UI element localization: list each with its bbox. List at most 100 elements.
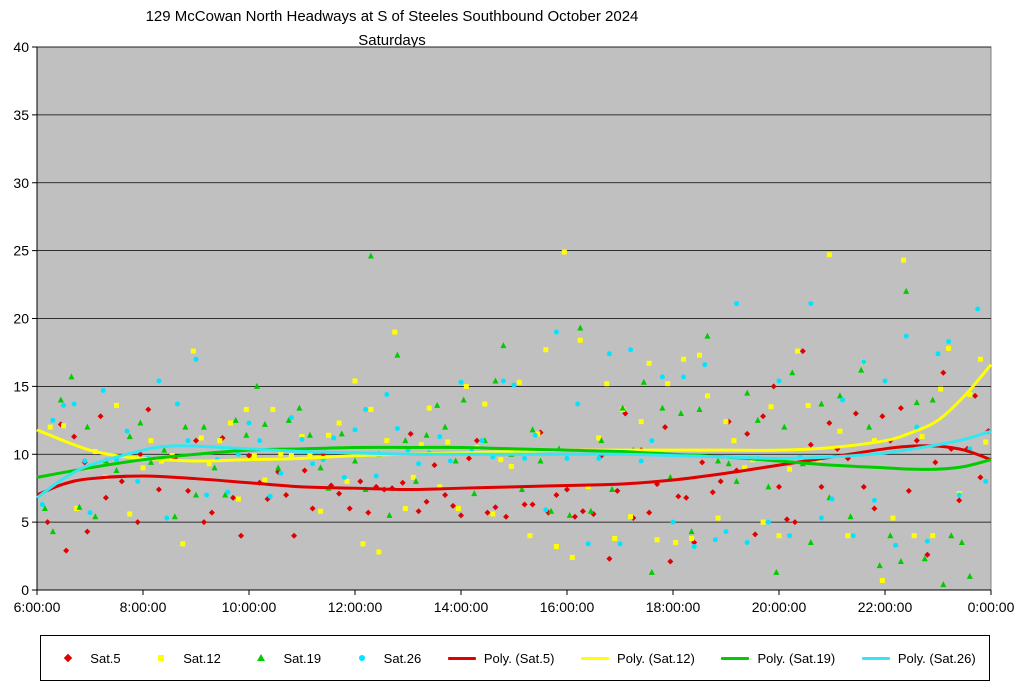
data-point-sat26 bbox=[712, 537, 718, 543]
data-point-sat12 bbox=[871, 438, 877, 444]
data-point-sat5 bbox=[458, 512, 464, 519]
data-point-sat26 bbox=[818, 515, 824, 521]
data-point-sat26 bbox=[384, 392, 390, 398]
data-point-sat12 bbox=[919, 434, 925, 440]
data-point-sat12 bbox=[180, 541, 186, 547]
data-point-sat5 bbox=[336, 490, 343, 497]
data-point-sat12 bbox=[418, 442, 424, 448]
data-point-sat19 bbox=[460, 396, 467, 403]
data-point-sat26 bbox=[670, 519, 676, 525]
data-point-sat12 bbox=[482, 401, 488, 407]
data-point-sat19 bbox=[587, 507, 594, 514]
data-point-sat5 bbox=[972, 392, 979, 399]
data-point-sat12 bbox=[508, 463, 514, 469]
data-point-sat19 bbox=[471, 490, 478, 497]
data-point-sat19 bbox=[275, 464, 282, 471]
data-point-sat19 bbox=[76, 503, 83, 510]
data-point-sat19 bbox=[434, 401, 441, 408]
data-point-sat5 bbox=[193, 437, 199, 444]
data-point-sat12 bbox=[569, 554, 575, 560]
data-point-sat26 bbox=[649, 438, 655, 444]
data-point-sat26 bbox=[882, 378, 888, 384]
y-tick-label: 15 bbox=[13, 378, 29, 394]
data-point-sat12 bbox=[344, 478, 350, 484]
legend-item-poly-sat19: Poly. (Sat.19) bbox=[721, 651, 835, 666]
data-point-sat26 bbox=[71, 401, 77, 407]
data-point-sat12 bbox=[251, 453, 257, 459]
legend-label-sat12: Sat.12 bbox=[183, 650, 221, 666]
data-point-sat5 bbox=[431, 462, 438, 469]
data-point-sat5 bbox=[346, 505, 353, 512]
data-point-sat19 bbox=[640, 378, 647, 385]
data-point-sat26 bbox=[100, 387, 106, 393]
data-point-sat19 bbox=[887, 532, 894, 539]
x-tick-label: 12:00:00 bbox=[328, 599, 383, 615]
data-point-sat19 bbox=[394, 351, 401, 358]
data-point-sat12 bbox=[198, 435, 204, 441]
data-point-sat12 bbox=[140, 465, 146, 471]
data-point-sat12 bbox=[742, 465, 748, 471]
data-point-sat19 bbox=[386, 511, 393, 518]
data-point-sat5 bbox=[208, 509, 215, 516]
data-point-sat19 bbox=[598, 437, 605, 444]
data-point-sat19 bbox=[948, 532, 955, 539]
data-point-sat5 bbox=[744, 430, 751, 437]
data-point-sat19 bbox=[147, 458, 154, 465]
data-point-sat26 bbox=[373, 473, 379, 479]
data-point-sat12 bbox=[946, 345, 952, 351]
data-point-sat5 bbox=[246, 452, 252, 459]
data-point-sat26 bbox=[82, 458, 88, 464]
x-tick-label: 16:00:00 bbox=[540, 599, 595, 615]
data-point-sat19 bbox=[754, 416, 761, 423]
data-point-sat5 bbox=[44, 519, 51, 526]
data-point-sat5 bbox=[71, 433, 78, 440]
legend-item-poly-sat12: Poly. (Sat.12) bbox=[581, 651, 695, 666]
data-point-sat12 bbox=[437, 484, 443, 490]
y-tick-label: 5 bbox=[21, 514, 29, 530]
data-point-sat26 bbox=[310, 461, 316, 467]
data-point-sat26 bbox=[363, 406, 369, 412]
data-point-sat26 bbox=[765, 519, 771, 525]
data-point-sat12 bbox=[392, 329, 398, 335]
data-point-sat26 bbox=[659, 374, 665, 380]
data-point-sat19 bbox=[966, 572, 973, 579]
data-point-sat5 bbox=[752, 531, 759, 538]
data-point-sat12 bbox=[805, 402, 811, 408]
data-point-sat26 bbox=[204, 492, 210, 498]
data-point-sat12 bbox=[490, 511, 496, 517]
data-point-sat12 bbox=[845, 533, 851, 539]
data-point-sat12 bbox=[307, 451, 313, 457]
data-point-sat19 bbox=[232, 416, 239, 423]
data-point-sat19 bbox=[548, 507, 555, 514]
data-point-sat19 bbox=[423, 431, 430, 438]
data-point-sat5 bbox=[529, 501, 536, 508]
data-point-sat19 bbox=[704, 332, 711, 339]
data-point-sat19 bbox=[609, 486, 616, 493]
data-point-sat5 bbox=[571, 513, 578, 520]
data-point-sat12 bbox=[326, 432, 331, 438]
data-point-sat5 bbox=[932, 459, 939, 466]
data-point-sat19 bbox=[715, 457, 722, 464]
data-point-sat19 bbox=[402, 437, 409, 444]
data-point-sat26 bbox=[394, 425, 400, 431]
data-point-sat12 bbox=[901, 257, 907, 263]
data-point-sat19 bbox=[500, 342, 507, 349]
data-point-sat5 bbox=[185, 487, 192, 494]
data-point-sat26 bbox=[924, 538, 930, 544]
data-point-sat26 bbox=[352, 427, 358, 433]
data-point-sat19 bbox=[903, 287, 910, 294]
chart-plot: 0 5 10 15 20 25 30 35 40 6:00:00 8:00:00 10:00:00 12… bbox=[13, 39, 1014, 615]
data-point-sat5 bbox=[442, 491, 449, 498]
legend-label-sat5: Sat.5 bbox=[90, 650, 121, 666]
data-point-sat26 bbox=[511, 382, 517, 388]
data-point-sat12 bbox=[368, 406, 374, 412]
data-point-sat5 bbox=[63, 547, 70, 554]
data-point-sat5 bbox=[118, 478, 125, 485]
legend-marker-sat26 bbox=[348, 653, 376, 663]
data-point-sat12 bbox=[930, 533, 936, 539]
data-point-sat5 bbox=[646, 509, 653, 516]
x-tick-label: 22:00:00 bbox=[858, 599, 913, 615]
data-point-sat19 bbox=[211, 464, 218, 471]
data-point-sat26 bbox=[893, 542, 899, 548]
